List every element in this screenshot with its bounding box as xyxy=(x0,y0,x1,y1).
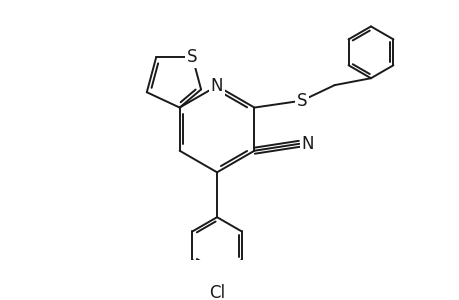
Text: S: S xyxy=(187,48,197,66)
Text: Cl: Cl xyxy=(208,284,224,300)
Text: S: S xyxy=(296,92,307,110)
Text: N: N xyxy=(210,77,223,95)
Text: N: N xyxy=(301,135,313,153)
